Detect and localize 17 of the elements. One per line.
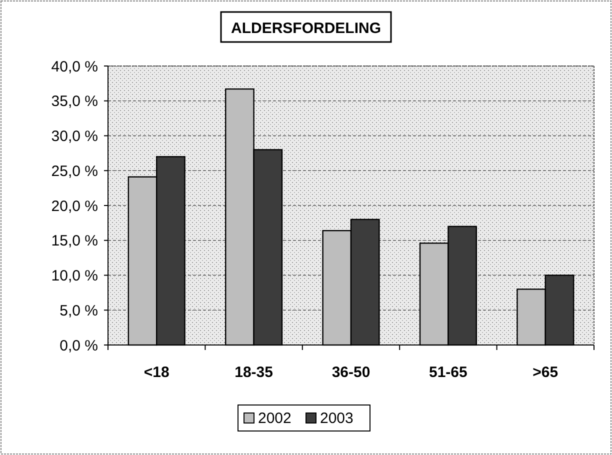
y-tick-label: 30,0 % [51, 128, 98, 145]
x-tick-label: 36-50 [332, 364, 370, 381]
chart-title: ALDERSFORDELING [231, 20, 381, 37]
x-tick-label: <18 [144, 364, 170, 381]
x-tick-label: 51-65 [429, 364, 468, 381]
y-tick-label: 15,0 % [51, 232, 98, 250]
legend-label: 2002 [258, 410, 292, 427]
y-tick-label: 0,0 % [60, 337, 98, 354]
y-tick-label: 25,0 % [51, 162, 98, 180]
y-tick-label: 10,0 % [51, 268, 98, 284]
y-tick-label: 35,0 % [51, 93, 98, 110]
y-tick-label: 20,0 % [51, 198, 98, 215]
x-tick-label: >65 [532, 364, 558, 381]
y-tick-label: 40,0 % [51, 58, 98, 76]
legend-label: 2003 [320, 410, 354, 427]
y-tick-label: 5,0 % [60, 302, 98, 320]
x-tick-label: 18-35 [234, 364, 273, 381]
